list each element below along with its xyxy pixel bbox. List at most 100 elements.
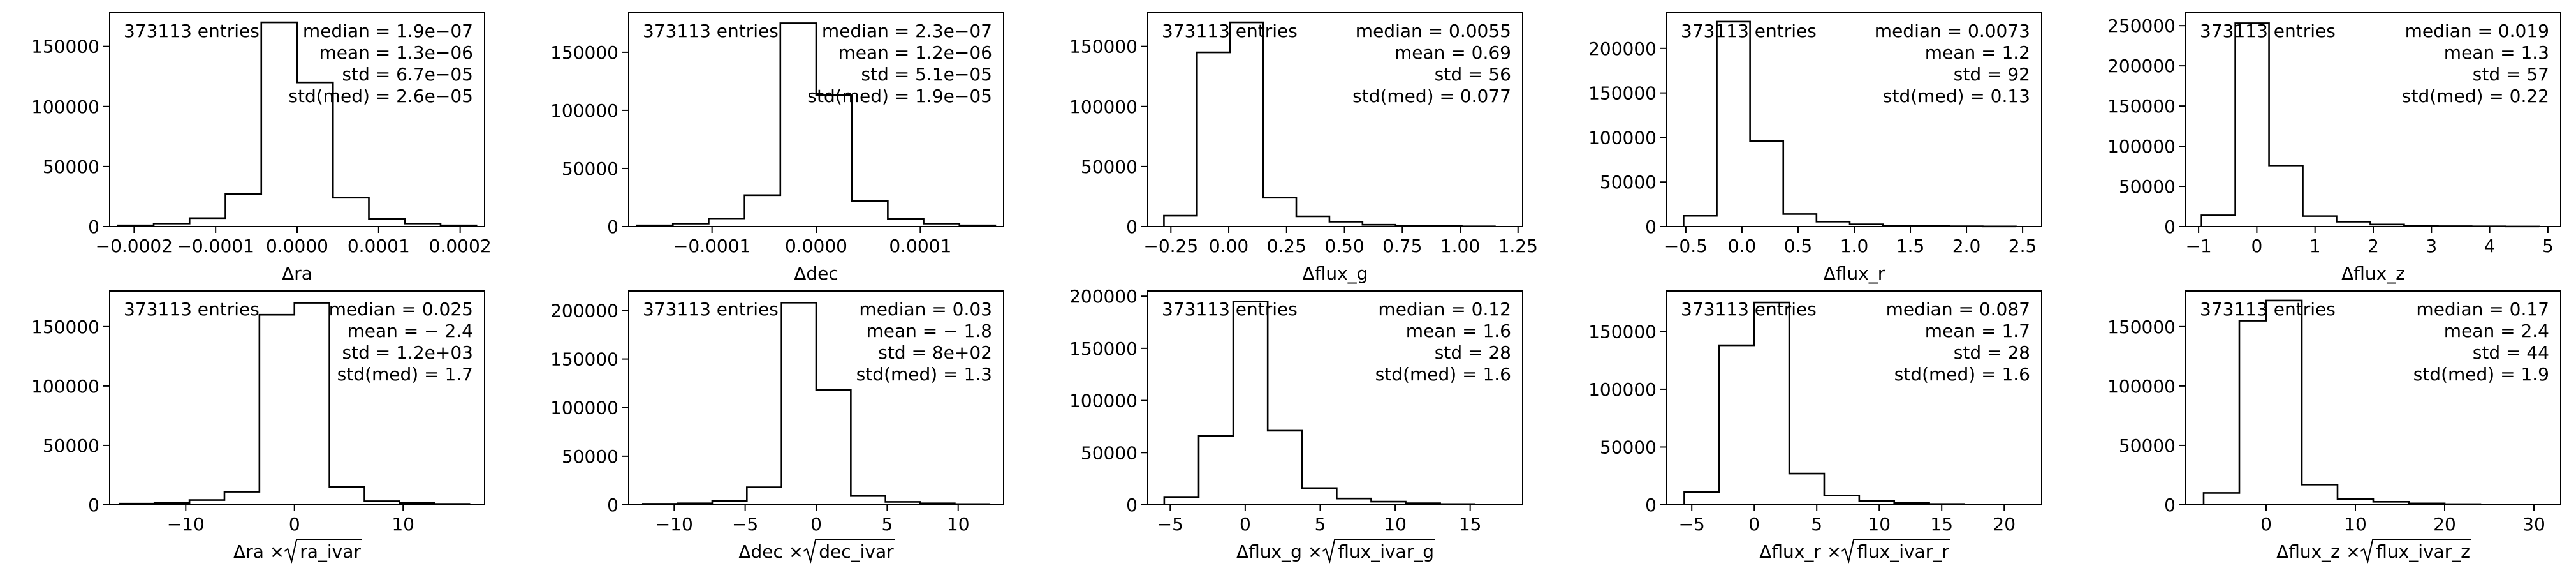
x-axis-label-quantity: Δflux_g × — [1236, 541, 1322, 562]
x-axis-label: Δra × ra_ivar — [233, 539, 362, 564]
sqrt-radical-icon — [284, 539, 362, 564]
stat-label: mean = 1.2 — [1925, 42, 2030, 63]
y-tick-label: 0 — [607, 495, 618, 516]
stat-label: median = 0.025 — [329, 299, 473, 320]
stat-label: median = 0.03 — [859, 299, 992, 320]
stat-label: std(med) = 0.22 — [2402, 86, 2549, 107]
y-tick-label: 100000 — [550, 100, 618, 121]
histogram-step-line — [119, 302, 471, 505]
x-axis-label: Δflux_r — [1824, 263, 1885, 284]
y-tick-label: 150000 — [31, 36, 99, 57]
axes-frame — [2185, 290, 2561, 505]
stat-label: std = 56 — [1435, 64, 1511, 85]
x-axis-label-quantity: Δflux_z × — [2276, 541, 2360, 562]
stat-label: median = 0.17 — [2416, 299, 2549, 320]
y-tick-label: 200000 — [1069, 286, 1138, 307]
histogram-panel: 0 10 20 30 0 50000 100000 150000 373113 entries m… — [2107, 290, 2561, 564]
sqrt-radical-icon — [1322, 539, 1435, 564]
y-tick-label: 50000 — [43, 156, 99, 177]
x-tick-label: 4 — [2484, 235, 2496, 257]
y-tick-label: 0 — [1645, 216, 1657, 237]
stat-label: std(med) = 1.9e−05 — [807, 86, 992, 107]
x-axis-label: Δflux_z — [2341, 263, 2405, 284]
entries-label: 373113 entries — [124, 20, 260, 41]
x-tick-label: 0.0001 — [889, 235, 951, 257]
y-tick-label: 50000 — [1081, 442, 1138, 463]
stat-label: median = 0.087 — [1886, 299, 2030, 320]
histogram-panel: −1 0 1 2 3 4 5 0 50000 100000 150000 200000 250000 37… — [2107, 12, 2561, 284]
stat-label: std(med) = 1.6 — [1375, 364, 1511, 385]
y-tick-label: 0 — [88, 495, 99, 516]
x-axis-label: Δdec × dec_ivar — [738, 539, 895, 564]
stat-label: mean = 0.69 — [1394, 42, 1511, 63]
stat-label: median = 2.3e−07 — [822, 20, 992, 41]
stat-label: std = 1.2e+03 — [342, 342, 473, 363]
stat-label: std = 28 — [1435, 342, 1511, 363]
x-axis-label-weight: flux_ivar_z — [2376, 541, 2470, 562]
stat-label: median = 0.0073 — [1875, 20, 2030, 41]
x-tick-label: −1 — [2185, 235, 2211, 257]
x-axis-label: Δra — [282, 263, 312, 284]
entries-label: 373113 entries — [643, 299, 779, 320]
y-tick-label: 100000 — [550, 398, 618, 419]
x-tick-label: 0.0000 — [785, 235, 847, 257]
histogram-panel: −10 −5 0 5 10 0 50000 100000 150000 200000 373113 … — [550, 290, 1004, 564]
x-tick-label: 0 — [1240, 514, 1251, 535]
histogram-panel: −0.0002 −0.0001 0.0000 0.0001 0.0002 0 50000 10… — [31, 12, 492, 284]
y-tick-label: 100000 — [2107, 376, 2176, 397]
stat-label: std = 57 — [2473, 64, 2549, 85]
x-tick-label: 20 — [2433, 514, 2456, 535]
y-tick-label: 150000 — [550, 42, 618, 63]
y-tick-label: 200000 — [2107, 56, 2176, 77]
histogram-panel: −10 0 10 0 50000 100000 150000 373113 entries me… — [31, 290, 485, 564]
histogram-step-line — [1163, 301, 1511, 505]
x-tick-label: 0.0001 — [348, 235, 410, 257]
y-tick-label: 50000 — [562, 446, 618, 467]
x-tick-label: −5 — [1679, 514, 1705, 535]
x-tick-label: 0.5 — [1784, 235, 1813, 257]
x-tick-label: 10 — [947, 514, 970, 535]
x-tick-label: 10 — [1868, 514, 1891, 535]
stat-label: mean = 1.3 — [2444, 42, 2549, 63]
entries-label: 373113 entries — [124, 299, 260, 320]
y-tick-label: 250000 — [2107, 15, 2176, 36]
y-tick-label: 50000 — [1081, 156, 1138, 177]
y-tick-label: 50000 — [1600, 172, 1657, 193]
x-tick-label: −10 — [167, 514, 205, 535]
stat-label: median = 0.12 — [1378, 299, 1511, 320]
x-axis-label-quantity: Δdec × — [738, 541, 803, 562]
y-tick-label: 150000 — [31, 317, 99, 338]
stat-label: mean = 1.6 — [1406, 320, 1511, 341]
y-tick-label: 50000 — [562, 158, 618, 179]
stat-label: median = 0.0055 — [1356, 20, 1511, 41]
y-tick-label: 50000 — [2119, 435, 2176, 456]
y-tick-label: 100000 — [1069, 391, 1138, 412]
sqrt-radical-icon — [1841, 539, 1950, 564]
y-tick-label: 150000 — [1588, 321, 1657, 342]
histogram-step-line — [641, 301, 991, 505]
x-tick-label: 0.50 — [1324, 235, 1364, 257]
x-axis-label-quantity: Δra × — [233, 541, 284, 562]
stat-label: std(med) = 2.6e−05 — [288, 86, 473, 107]
y-tick-label: 100000 — [2107, 136, 2176, 157]
x-tick-label: 5 — [881, 514, 893, 535]
x-tick-label: 1.0 — [1840, 235, 1869, 257]
x-axis-label: Δflux_g — [1303, 263, 1368, 284]
x-axis-label-weight: flux_ivar_r — [1857, 541, 1949, 562]
x-tick-label: 0.00 — [1209, 235, 1248, 257]
y-tick-label: 150000 — [2107, 96, 2176, 117]
histogram-step-line — [636, 22, 997, 227]
stat-label: mean = − 1.8 — [866, 320, 992, 341]
x-axis-label-weight: ra_ivar — [300, 541, 361, 562]
y-tick-label: 0 — [1126, 216, 1138, 237]
y-tick-label: 50000 — [1600, 436, 1657, 458]
x-axis-label: Δflux_r × flux_ivar_r — [1759, 539, 1950, 564]
x-axis-label-weight: dec_ivar — [819, 541, 894, 562]
x-tick-label: 0 — [2260, 514, 2272, 535]
axes-frame — [1147, 12, 1523, 227]
histogram-panel: −0.0001 0.0000 0.0001 0 50000 100000 150000 373… — [550, 12, 1004, 284]
y-tick-label: 150000 — [550, 349, 618, 370]
y-tick-label: 0 — [2164, 495, 2176, 516]
stat-label: median = 1.9e−07 — [303, 20, 473, 41]
